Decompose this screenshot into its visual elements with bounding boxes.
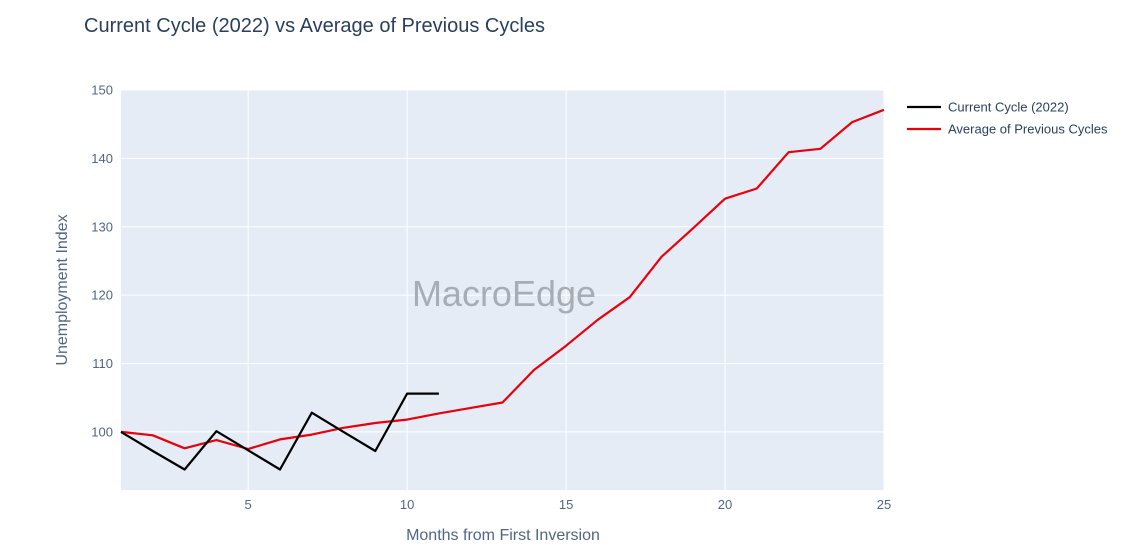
y-tick-label: 150 xyxy=(91,83,113,98)
y-tick-label: 100 xyxy=(91,424,113,439)
legend[interactable]: Current Cycle (2022) Average of Previous … xyxy=(907,100,1108,137)
x-tick-label: 10 xyxy=(400,497,414,512)
x-tick-label: 5 xyxy=(245,497,252,512)
y-tick-label: 120 xyxy=(91,288,113,303)
y-tick-label: 130 xyxy=(91,219,113,234)
x-tick-label: 20 xyxy=(718,497,732,512)
legend-label: Current Cycle (2022) xyxy=(948,100,1069,115)
x-tick-label: 15 xyxy=(559,497,573,512)
x-tick-label: 25 xyxy=(877,497,891,512)
legend-label: Average of Previous Cycles xyxy=(948,122,1108,137)
chart-title: Current Cycle (2022) vs Average of Previ… xyxy=(84,15,545,37)
series-line-average-of-previous-cycles[interactable] xyxy=(120,108,885,451)
y-tick-label: 140 xyxy=(91,151,113,166)
x-axis-title: Months from First Inversion xyxy=(406,527,600,544)
y-axis-title: Unemployment Index xyxy=(54,214,71,365)
y-tick-label: 110 xyxy=(92,356,113,371)
legend-item[interactable]: Average of Previous Cycles xyxy=(907,122,1108,137)
series-line-current-cycle-2022[interactable] xyxy=(120,392,439,471)
legend-item[interactable]: Current Cycle (2022) xyxy=(907,100,1069,115)
watermark: MacroEdge xyxy=(412,273,596,314)
